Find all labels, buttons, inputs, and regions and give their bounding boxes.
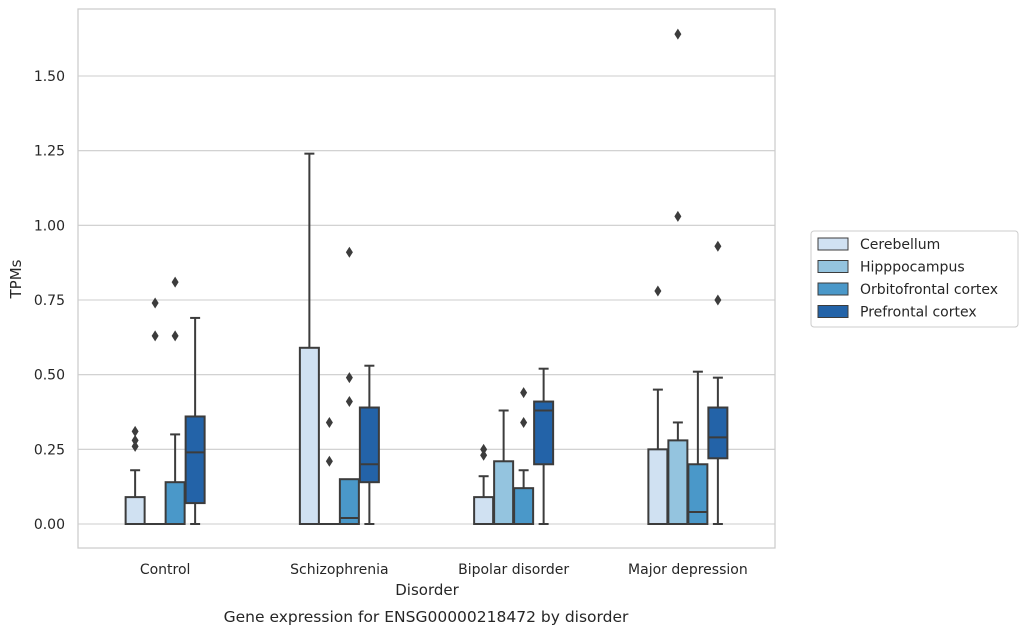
box-plot [513,387,535,526]
box-plot [647,285,669,526]
box-plots [124,28,729,526]
box [358,406,380,484]
box [298,346,320,525]
box [707,406,729,460]
box-plot [184,316,206,525]
outlier-marker [325,416,333,428]
outlier-marker [171,276,179,288]
box-plot [667,28,689,525]
outlier-marker [520,416,528,428]
outlier-marker [480,449,488,461]
box-plot [124,425,146,525]
box-plot [318,416,340,526]
legend-label: Orbitofrontal cortex [860,282,998,298]
box-plot [358,364,380,525]
outlier-marker [131,434,139,446]
legend-frame [810,230,1019,328]
box [667,439,689,525]
box [687,463,709,525]
outlier-marker [714,240,722,252]
y-tick-label: 1.25 [34,144,65,160]
box [124,496,146,525]
outlier-marker [480,443,488,455]
legend-label: Hipppocampus [860,260,965,276]
y-tick-label: 0.75 [34,293,65,309]
y-axis-ticks: 0.00 0.25 0.50 0.75 1.00 1.25 1.50 [34,69,65,533]
y-tick-label: 1.50 [34,69,65,85]
outlier-marker [520,387,528,399]
box-plot [707,240,729,525]
outlier-marker [151,330,159,342]
x-axis-ticks: Control Schizophrenia Bipolar disorder Majo… [140,562,748,578]
outlier-marker [151,297,159,309]
box-plot [493,409,515,525]
x-axis-label: Disorder [395,581,459,599]
box-plot [533,367,555,525]
outlier-marker [345,246,353,258]
outlier-marker [131,440,139,452]
box-plot [687,370,709,525]
x-tick-label: Major depression [628,562,748,578]
legend-swatch [817,305,849,318]
box [493,460,515,525]
box-plot [144,297,166,526]
legend-swatch [817,282,849,296]
box-plot [164,276,186,526]
box [533,400,555,466]
box [164,481,186,526]
x-tick-label: Schizophrenia [290,562,388,578]
box [473,496,495,525]
outlier-marker [654,285,662,297]
y-tick-label: 1.00 [34,218,65,234]
y-tick-label: 0.00 [34,517,65,533]
legend-swatch [817,260,849,273]
box [184,415,206,505]
box-plot [298,152,320,525]
legend-label: Prefrontal cortex [860,305,977,321]
outlier-marker [171,330,179,342]
box [513,487,535,526]
legend-swatch [817,237,849,251]
box-plot [338,246,360,526]
outlier-marker [325,455,333,467]
outlier-marker [674,28,682,40]
y-tick-label: 0.50 [34,368,65,384]
x-tick-label: Control [140,562,191,578]
legend-label: Cerebellum [860,237,940,253]
x-tick-label: Bipolar disorder [458,562,569,578]
outlier-marker [131,425,139,437]
plot-frame [77,8,776,549]
chart-caption: Gene expression for ENSG00000218472 by d… [224,608,629,626]
y-tick-label: 0.25 [34,442,65,458]
outlier-marker [714,294,722,306]
y-axis-label: TPMs [7,259,25,299]
box-plot [473,443,495,525]
outlier-marker [674,210,682,222]
outlier-marker [345,396,353,408]
box [647,448,669,526]
outlier-marker [345,372,353,384]
box [338,478,360,526]
legend: Cerebellum Hipppocampus Orbitofrontal cort… [810,230,1019,328]
